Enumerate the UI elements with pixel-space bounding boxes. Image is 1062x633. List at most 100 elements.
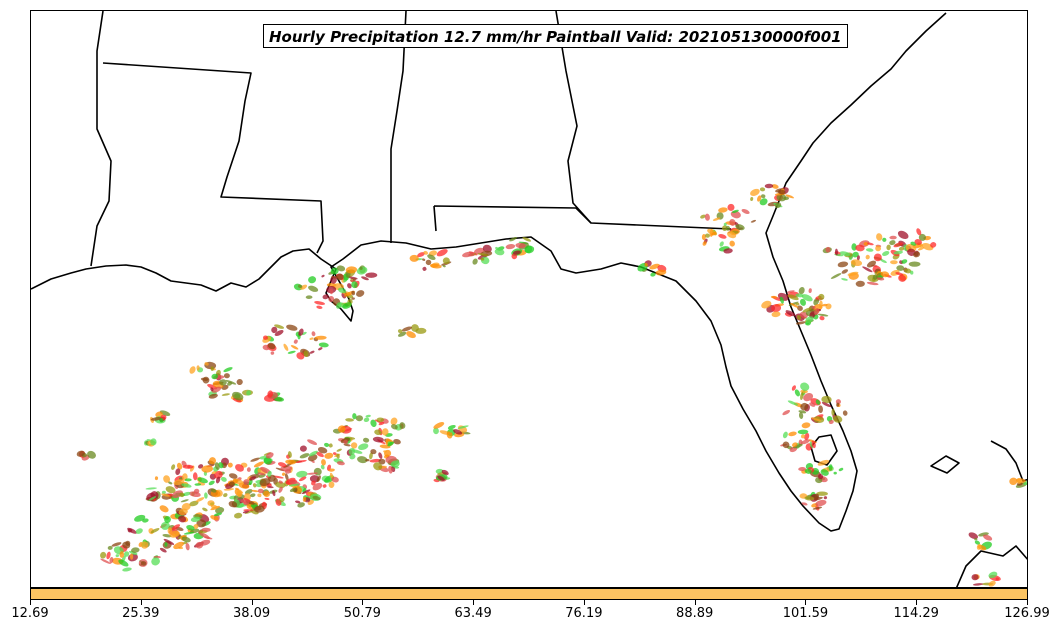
paintball-blob (378, 452, 383, 459)
paintball-blob (254, 505, 265, 513)
paintball-blob (251, 489, 259, 493)
paintball-blob (427, 254, 436, 261)
paintball-blob (477, 253, 489, 256)
paintball-blob (301, 489, 311, 495)
paintball-blob (370, 419, 377, 427)
paintball-blob (287, 451, 292, 458)
paintball-blob (800, 402, 809, 411)
paintball-blob (904, 268, 912, 274)
paintball-blob (797, 429, 809, 435)
paintball-blob (388, 465, 393, 474)
paintball-blob (109, 557, 114, 564)
paintball-blob (352, 413, 357, 420)
paintball-blob (296, 352, 305, 360)
paintball-blob (194, 483, 202, 486)
paintball-blob (190, 516, 201, 523)
paintball-blob (453, 429, 463, 435)
paintball-blob (795, 293, 804, 298)
paintball-blob (208, 457, 217, 465)
paintball-blob (522, 236, 532, 242)
paintball-blob (267, 470, 272, 477)
paintball-blob (309, 337, 314, 340)
paintball-blob (723, 222, 727, 226)
paintball-blob (171, 464, 176, 470)
paintball-blob (263, 457, 272, 465)
paintball-blob (351, 290, 356, 296)
paintball-blob (164, 542, 168, 547)
paintball-blob (181, 503, 191, 511)
paintball-blob (771, 304, 782, 313)
paintball-blob (812, 305, 816, 309)
paintball-blob (813, 493, 820, 501)
paintball-blob (704, 213, 710, 221)
paintball-blob (173, 541, 184, 550)
paintball-blob (482, 244, 492, 253)
paintball-blob (208, 480, 215, 486)
state-border-ms-la (90, 11, 112, 267)
paintball-blob (322, 294, 329, 300)
paintball-blob (810, 417, 822, 422)
paintball-blob (328, 296, 335, 302)
paintball-blob (373, 462, 383, 471)
colorbar-tick-label: 50.79 (343, 606, 381, 621)
paintball-blob (345, 266, 358, 274)
paintball-blob (972, 583, 984, 586)
paintball-blob (197, 477, 208, 484)
paintball-blob (729, 218, 736, 226)
paintball-blob (865, 254, 870, 260)
paintball-blob (337, 287, 347, 294)
paintball-blob (250, 457, 260, 462)
paintball-blob (328, 443, 333, 448)
paintball-blob (106, 551, 111, 560)
paintball-blob (818, 474, 824, 480)
paintball-blob (159, 505, 169, 513)
colorbar-tick-label: 126.99 (1004, 606, 1050, 621)
colorbar-tick-label: 12.69 (11, 606, 49, 621)
paintball-blob (131, 547, 140, 553)
paintball-blob (161, 490, 166, 495)
paintball-blob (785, 310, 796, 317)
paintball-blob (415, 327, 427, 334)
paintball-blob (234, 512, 243, 519)
coastline (31, 12, 947, 532)
paintball-blob (365, 414, 371, 418)
paintball-blob (293, 339, 298, 344)
paintball-blob (442, 257, 450, 265)
colorbar-tick (583, 600, 585, 605)
paintball-blob (893, 242, 904, 248)
paintball-blob (798, 466, 806, 472)
paintball-blob (875, 245, 881, 252)
paintball-blob (387, 441, 395, 447)
paintball-blob (889, 235, 897, 240)
paintball-blob (186, 525, 195, 531)
paintball-blob (898, 274, 907, 282)
paintball-blob (223, 373, 230, 379)
paintball-blob (257, 493, 262, 498)
paintball-blob (700, 214, 706, 219)
paintball-blob (782, 441, 790, 449)
paintball-blob (336, 461, 345, 466)
paintball-blob (219, 379, 227, 386)
paintball-blob (250, 493, 256, 498)
paintball-blob (317, 447, 328, 454)
paintball-blob (314, 335, 327, 340)
map-title: Hourly Precipitation 12.7 mm/hr Paintbal… (263, 24, 848, 48)
paintball-blob (833, 471, 837, 475)
paintball-blob (429, 263, 442, 269)
paintball-blob (281, 472, 286, 476)
paintball-blob (249, 476, 257, 481)
paintball-blob (363, 437, 370, 443)
paintball-blob (876, 277, 885, 281)
paintball-blob (273, 396, 285, 402)
paintball-blob (356, 290, 365, 297)
paintball-blob (719, 241, 724, 247)
paintball-blob (779, 296, 784, 304)
colorbar-tick-label: 114.29 (893, 606, 939, 621)
paintball-blob (825, 246, 831, 253)
paintball-blob (343, 443, 351, 447)
paintball-blob (359, 266, 363, 270)
paintball-blob (759, 198, 768, 206)
paintball-blob (215, 476, 221, 484)
paintball-blob (761, 300, 772, 309)
paintball-blob (852, 251, 859, 258)
